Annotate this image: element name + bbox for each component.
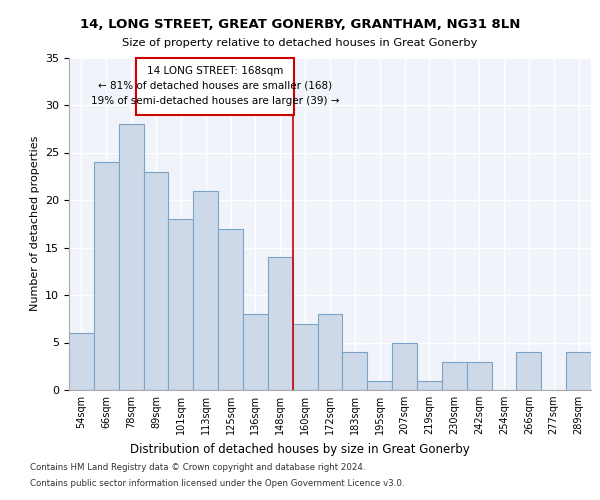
Bar — [119, 124, 143, 390]
Bar — [517, 352, 541, 390]
Bar — [566, 352, 591, 390]
Bar — [218, 228, 243, 390]
Bar — [69, 333, 94, 390]
Bar — [193, 190, 218, 390]
Bar — [467, 362, 491, 390]
Bar — [343, 352, 367, 390]
Text: Contains HM Land Registry data © Crown copyright and database right 2024.: Contains HM Land Registry data © Crown c… — [30, 464, 365, 472]
Bar — [243, 314, 268, 390]
Bar — [94, 162, 119, 390]
Bar — [169, 219, 193, 390]
Bar — [268, 257, 293, 390]
Y-axis label: Number of detached properties: Number of detached properties — [29, 136, 40, 312]
Text: Distribution of detached houses by size in Great Gonerby: Distribution of detached houses by size … — [130, 442, 470, 456]
Bar — [293, 324, 317, 390]
Bar — [442, 362, 467, 390]
Bar — [417, 380, 442, 390]
Bar — [136, 58, 294, 114]
Text: Contains public sector information licensed under the Open Government Licence v3: Contains public sector information licen… — [30, 478, 404, 488]
Bar — [392, 342, 417, 390]
Bar — [317, 314, 343, 390]
Bar — [367, 380, 392, 390]
Bar — [143, 172, 169, 390]
Text: Size of property relative to detached houses in Great Gonerby: Size of property relative to detached ho… — [122, 38, 478, 48]
Text: 14, LONG STREET, GREAT GONERBY, GRANTHAM, NG31 8LN: 14, LONG STREET, GREAT GONERBY, GRANTHAM… — [80, 18, 520, 30]
Text: 14 LONG STREET: 168sqm
← 81% of detached houses are smaller (168)
19% of semi-de: 14 LONG STREET: 168sqm ← 81% of detached… — [91, 66, 339, 106]
